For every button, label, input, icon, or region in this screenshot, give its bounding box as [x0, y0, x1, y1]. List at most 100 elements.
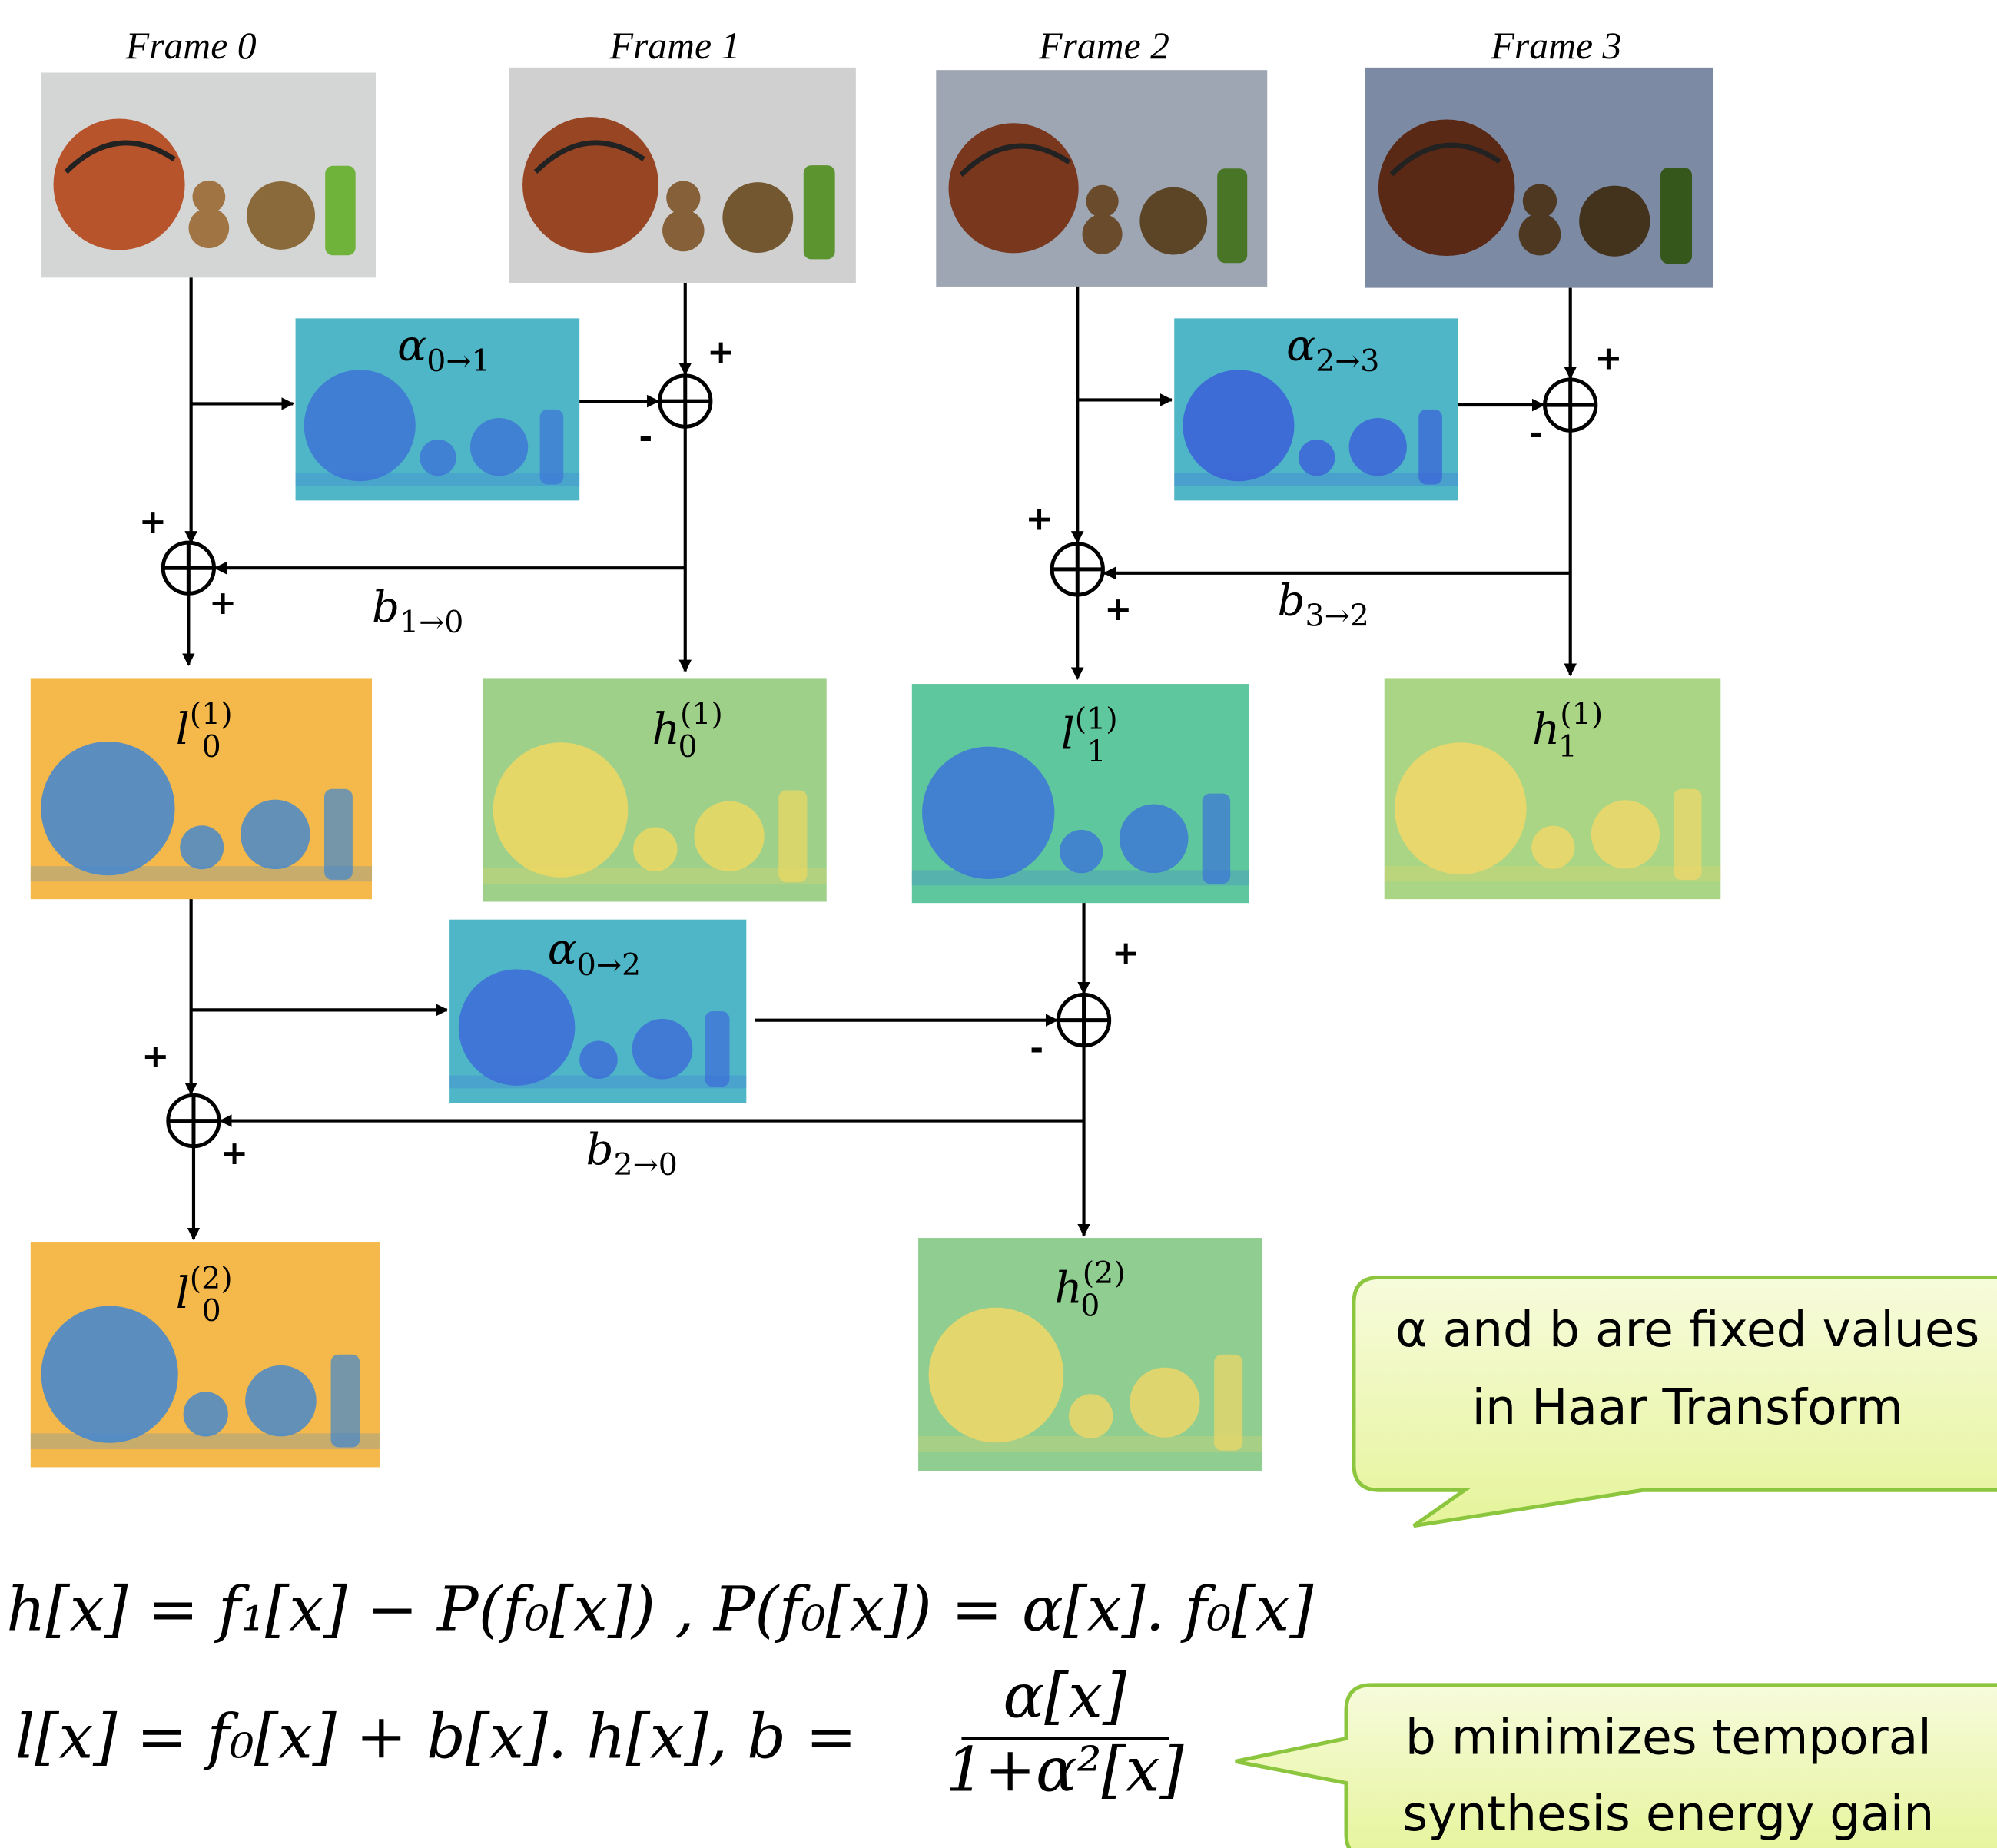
- ball: [41, 1306, 178, 1442]
- label-sup: (1): [680, 697, 723, 732]
- callout-text: b minimizes temporal: [1405, 1709, 1932, 1765]
- toy-head: [1086, 185, 1118, 217]
- toy: [1299, 440, 1335, 476]
- toy-head: [666, 181, 700, 214]
- page: { "frames": ["Frame 0", "Frame 1", "Fram…: [0, 0, 1997, 1848]
- ball: [304, 370, 416, 481]
- ball: [922, 747, 1054, 879]
- plus-sign: +: [221, 1134, 248, 1173]
- minus-sign: -: [639, 418, 652, 456]
- label-base: h: [1054, 1264, 1082, 1314]
- bottle: [1660, 168, 1692, 264]
- label-base: b: [585, 1125, 613, 1175]
- label-sub: 0: [202, 729, 221, 765]
- math-label: b1→0: [372, 582, 463, 640]
- floor: [1174, 473, 1458, 486]
- label-base: b: [372, 582, 400, 632]
- label-base: l: [176, 705, 190, 755]
- bottle: [325, 166, 355, 255]
- label-sub: 2→3: [1315, 343, 1379, 379]
- ball: [522, 117, 658, 253]
- equation: h[x] = f₁[x] − P(f₀[x]) , P(f₀[x]) = α[x…: [6, 1574, 1314, 1645]
- label-sub: 1: [1087, 735, 1106, 770]
- ball: [54, 118, 185, 250]
- label-sup: (1): [1560, 697, 1603, 732]
- math-label: b2→0: [585, 1125, 677, 1183]
- minus-sign: -: [1529, 414, 1543, 453]
- floor: [918, 1436, 1262, 1452]
- toy: [180, 825, 224, 869]
- wreath: [694, 801, 764, 871]
- ball: [459, 969, 576, 1086]
- frame-image: [1365, 68, 1713, 288]
- label-sub: 1→0: [400, 605, 463, 640]
- toy: [1531, 826, 1574, 869]
- label-base: α: [548, 925, 577, 975]
- wreath: [245, 1365, 317, 1437]
- fraction-den: 1+α²[x]: [946, 1734, 1185, 1805]
- wreath: [722, 182, 793, 253]
- adder: [1058, 994, 1109, 1045]
- label-sub: 3→2: [1305, 599, 1369, 634]
- floor: [912, 870, 1249, 885]
- label-base: h: [652, 705, 680, 755]
- callout: α and b are fixed values in Haar Transfor…: [1354, 1277, 1997, 1525]
- label-sub: 0→2: [577, 947, 641, 983]
- wreath: [1349, 418, 1407, 476]
- wreath: [632, 1019, 693, 1080]
- wreath: [247, 181, 315, 250]
- ball: [41, 742, 174, 875]
- label-base: α: [397, 321, 426, 371]
- wreath: [1579, 186, 1650, 257]
- callout-text: in Haar Transform: [1472, 1379, 1903, 1435]
- frame-label: Frame 0: [125, 25, 257, 67]
- ball: [1183, 370, 1294, 481]
- wreath: [1139, 187, 1207, 255]
- minus-sign: -: [1030, 1030, 1043, 1068]
- wreath: [1130, 1368, 1199, 1438]
- bottle: [804, 165, 835, 259]
- plus-sign: +: [1025, 500, 1053, 539]
- toy: [184, 1392, 228, 1436]
- toy: [662, 210, 704, 251]
- adder: [168, 1095, 219, 1146]
- label-sup: (2): [1083, 1256, 1126, 1291]
- plus-sign: +: [139, 503, 167, 541]
- wreath: [1120, 805, 1189, 874]
- floor: [296, 473, 580, 486]
- label-sub: 1: [1558, 729, 1577, 765]
- callout-text: α and b are fixed values: [1395, 1302, 1979, 1358]
- toy: [1519, 214, 1561, 256]
- fraction-num: α[x]: [1003, 1660, 1127, 1731]
- label-base: b: [1277, 576, 1305, 626]
- plus-sign: +: [1112, 934, 1139, 973]
- label-sup: (2): [190, 1261, 233, 1296]
- label-sup: (1): [190, 697, 233, 732]
- label-sub: 0→1: [426, 343, 490, 379]
- label-base: h: [1532, 705, 1560, 755]
- frame-image: [936, 70, 1267, 287]
- floor: [31, 1433, 380, 1449]
- plus-sign: +: [707, 333, 735, 371]
- floor: [449, 1076, 746, 1089]
- equation: l[x] = f₀[x] + b[x]. h[x], b =: [15, 1700, 857, 1772]
- label-sub: 0: [678, 729, 697, 765]
- floor: [483, 868, 827, 884]
- label-sub: 2→0: [614, 1147, 678, 1183]
- frame-image: [41, 72, 376, 277]
- adder: [1052, 544, 1103, 595]
- ball: [1378, 119, 1515, 256]
- label-sub: 0: [1080, 1289, 1100, 1324]
- frame-label: Frame 3: [1491, 25, 1622, 67]
- label-base: α: [1286, 321, 1315, 371]
- floor: [1385, 866, 1721, 881]
- math-label: b3→2: [1277, 576, 1368, 634]
- frame-label: Frame 2: [1038, 25, 1169, 67]
- plus-sign: +: [141, 1037, 169, 1076]
- ball: [949, 123, 1079, 253]
- ball: [929, 1308, 1064, 1443]
- floor: [31, 866, 372, 881]
- toy-head: [192, 181, 225, 214]
- ball: [1395, 742, 1527, 874]
